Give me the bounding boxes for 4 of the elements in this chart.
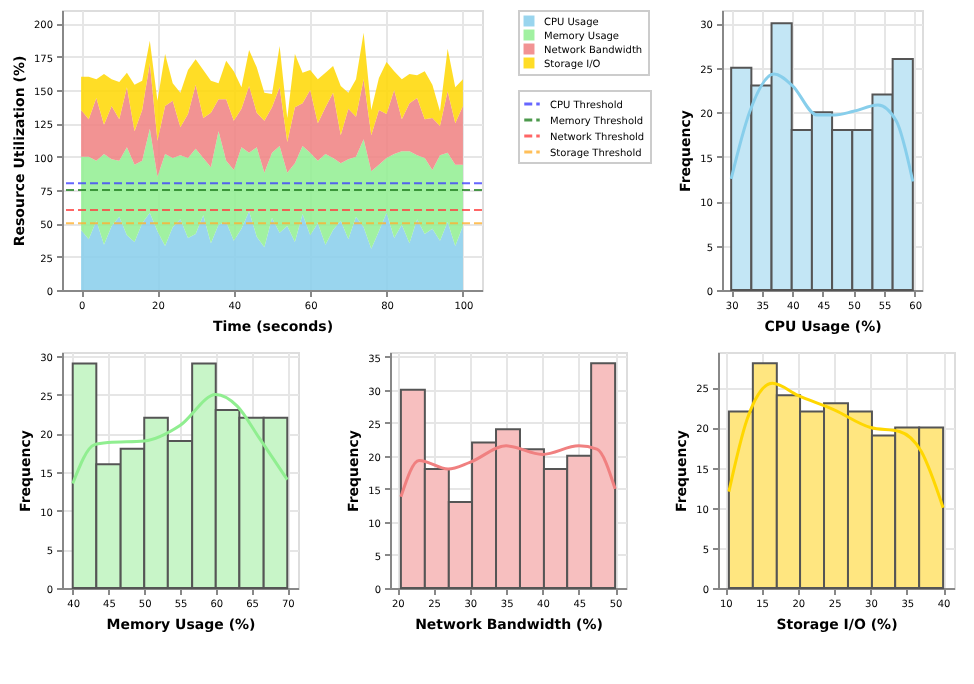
line-series <box>399 444 617 499</box>
line-series <box>727 381 945 510</box>
line-series <box>71 393 289 486</box>
line-series <box>729 72 915 184</box>
